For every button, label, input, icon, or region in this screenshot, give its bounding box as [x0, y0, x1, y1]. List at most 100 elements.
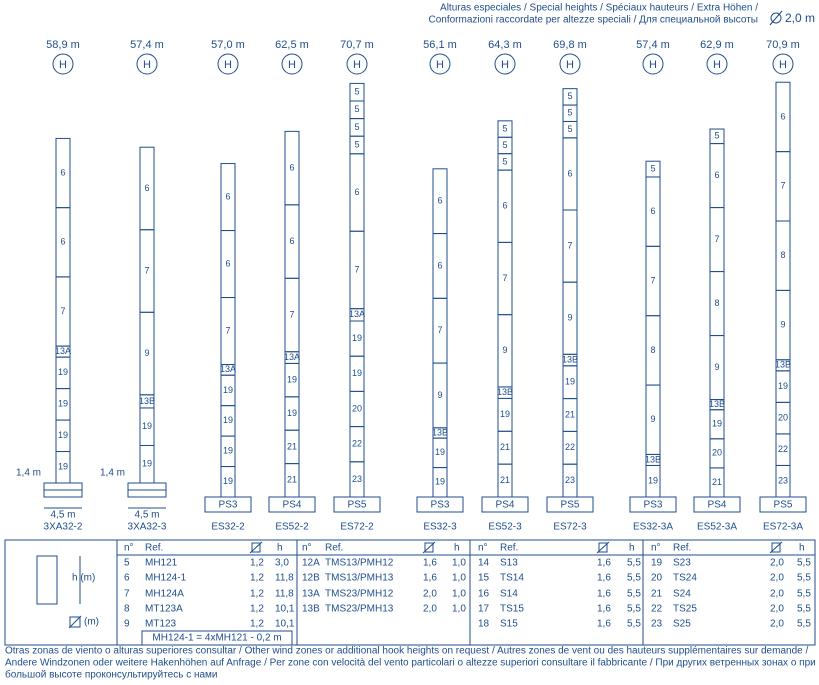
tower-height: 56,1 m [423, 39, 457, 51]
table-cell: 19 [651, 558, 663, 569]
base-label: PS5 [561, 500, 580, 511]
section-label: 19 [223, 446, 233, 456]
table-cell: 5 [124, 558, 130, 569]
table-cell: 7 [124, 589, 130, 600]
base-block [204, 496, 252, 513]
section-label: 9 [567, 313, 572, 323]
table-cell: S13 [500, 558, 518, 569]
header-diameter: 2,0 m [785, 11, 815, 25]
base-label: PS5 [774, 500, 793, 511]
section-label: 13B [775, 360, 791, 370]
section-label: 7 [780, 181, 785, 191]
tower-name: ES52-3A [697, 522, 737, 533]
section-label: 5 [354, 87, 359, 97]
base-block [416, 496, 464, 513]
hook-marker [346, 53, 368, 75]
note-box [141, 630, 293, 646]
header-line: Alturas especiales / Special heights / S… [440, 3, 758, 14]
section-label: 19 [287, 408, 297, 418]
section-label: 13B [562, 354, 578, 364]
section-label: 19 [142, 459, 152, 469]
section-label: 13B [139, 396, 155, 406]
section-label: 19 [500, 409, 510, 419]
section-label: 19 [712, 419, 722, 429]
section-label: 8 [780, 250, 785, 260]
section-label: 13B [497, 387, 513, 397]
hook-marker [281, 53, 303, 75]
hook-label: H [143, 59, 151, 71]
table-cell: TMS13/PMH13 [325, 573, 394, 584]
section-label: 5 [502, 123, 507, 133]
section-label: 5 [502, 140, 507, 150]
hook-marker [217, 53, 239, 75]
hook-label: H [501, 59, 509, 71]
tower-height: 70,7 m [340, 39, 374, 51]
section-label: 6 [144, 183, 149, 193]
table-cell: 17 [478, 604, 490, 615]
hook-marker [706, 53, 728, 75]
hook-label: H [224, 59, 232, 71]
tower-height: 57,4 m [130, 39, 164, 51]
table-cell: MH124-1 [145, 573, 187, 584]
section-label: 9 [714, 362, 719, 372]
table-cell: TS24 [673, 573, 697, 584]
table-cell: 14 [478, 558, 490, 569]
section-label: 5 [502, 156, 507, 166]
table-cell: MT123 [145, 619, 177, 630]
section-label: 23 [565, 475, 575, 485]
section-label: 19 [142, 421, 152, 431]
table-cell: 23 [651, 619, 663, 630]
table-cell: 5,5 [627, 573, 641, 584]
table-cell: 12A [302, 558, 320, 569]
section-label: 19 [58, 430, 68, 440]
table-cell: 5,5 [797, 573, 811, 584]
section-label: 7 [60, 306, 65, 316]
table-cell: 2,0 [423, 604, 437, 615]
section-label: 13A [284, 352, 300, 362]
table-cell: 5,5 [797, 604, 811, 615]
tower-name: ES32-2 [211, 522, 245, 533]
tower-name: ES32-3 [423, 522, 457, 533]
table-cell: 5,5 [627, 558, 641, 569]
legend-height: h (m) [72, 573, 95, 584]
tower-height: 69,8 m [553, 39, 587, 51]
table-cell: 1,6 [423, 558, 437, 569]
footer-line: Otras zonas de viento o alturas superior… [5, 646, 808, 657]
col-header: Ref. [673, 543, 691, 554]
base-block [268, 496, 316, 513]
base-block [759, 496, 807, 513]
hook-marker [772, 53, 794, 75]
section-label: 22 [778, 444, 788, 454]
tower-name: ES72-2 [340, 522, 374, 533]
section-label: 19 [565, 377, 575, 387]
table-cell: 5,5 [627, 604, 641, 615]
table-cell: TMS13/PMH12 [325, 558, 394, 569]
diameter-icon [596, 541, 610, 554]
table-cell: 1,2 [250, 573, 264, 584]
section-label: 6 [354, 187, 359, 197]
tower-name: ES32-3A [633, 522, 673, 533]
table-cell: 13B [302, 604, 320, 615]
hook-marker [642, 53, 664, 75]
section-label: 6 [714, 170, 719, 180]
tower-name: 3XA32-2 [44, 522, 83, 533]
tower-height: 57,0 m [211, 39, 245, 51]
section-label: 19 [58, 462, 68, 472]
table-cell: 1,0 [452, 589, 466, 600]
section-label: 19 [223, 476, 233, 486]
hook-marker [429, 53, 451, 75]
section-label: 6 [225, 191, 230, 201]
table-cell: S14 [500, 589, 518, 600]
section-label: 6 [437, 260, 442, 270]
col-header: Ref. [145, 543, 163, 554]
tower-height: 64,3 m [488, 39, 522, 51]
table-cell: 16 [478, 589, 490, 600]
section-label: 21 [287, 475, 297, 485]
base-block [546, 496, 594, 513]
section-label: 13B [432, 427, 448, 437]
base-height: 1,4 m [16, 468, 41, 479]
section-label: 6 [225, 258, 230, 268]
diameter-icon [598, 542, 608, 553]
base-label: PS3 [431, 500, 450, 511]
table-cell: 9 [124, 619, 130, 630]
